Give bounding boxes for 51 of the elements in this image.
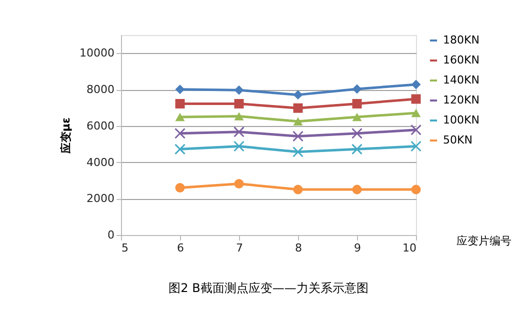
point — [352, 84, 362, 94]
x-tick-label: 7 — [236, 242, 243, 254]
point — [352, 112, 362, 122]
point — [175, 98, 185, 108]
legend-label: 180KN — [443, 34, 480, 46]
y-tick-label: 10000 — [80, 46, 114, 60]
legend-label: 120KN — [443, 94, 480, 106]
point — [234, 126, 244, 138]
point — [234, 112, 244, 120]
point — [292, 146, 304, 158]
point — [293, 90, 303, 100]
point — [411, 184, 421, 194]
text: 图2 B截面测点应变——力关系示意图 — [168, 281, 368, 295]
y-tick-label: 4000 — [86, 156, 114, 169]
x-tick-label: 5 — [122, 242, 128, 254]
point — [352, 144, 362, 155]
point — [352, 128, 362, 139]
x-tick-label: 9 — [354, 242, 361, 254]
x-axis-title: 应变片编号 — [456, 234, 512, 248]
x-tick-label: 8 — [295, 242, 302, 254]
point — [174, 128, 186, 139]
point — [411, 108, 421, 118]
point — [293, 103, 303, 113]
point — [411, 94, 421, 104]
legend-label: 50KN — [443, 134, 472, 146]
point — [175, 112, 185, 122]
point — [175, 182, 185, 192]
y-tick-label: 8000 — [86, 83, 114, 96]
x-tick-label: 10 — [402, 242, 416, 254]
point — [352, 184, 362, 194]
point — [293, 184, 303, 194]
point — [410, 140, 422, 152]
legend-label: 160KN — [443, 54, 480, 66]
point — [352, 98, 362, 108]
point — [234, 140, 244, 152]
point — [234, 178, 244, 188]
point — [411, 80, 421, 90]
point — [234, 98, 244, 108]
point — [293, 117, 303, 126]
y-tick-label: 6000 — [86, 119, 114, 132]
y-tick-label: 2000 — [86, 192, 114, 206]
point — [410, 124, 422, 136]
legend-label: 140KN — [443, 74, 480, 86]
point — [234, 85, 244, 95]
point — [292, 130, 304, 142]
x-tick-label: 6 — [177, 242, 184, 254]
point — [175, 84, 185, 94]
y-axis-title: 应变με — [60, 117, 73, 155]
legend-label: 100KN — [443, 114, 480, 126]
y-tick-label: 0 — [108, 228, 114, 242]
point — [174, 144, 186, 155]
